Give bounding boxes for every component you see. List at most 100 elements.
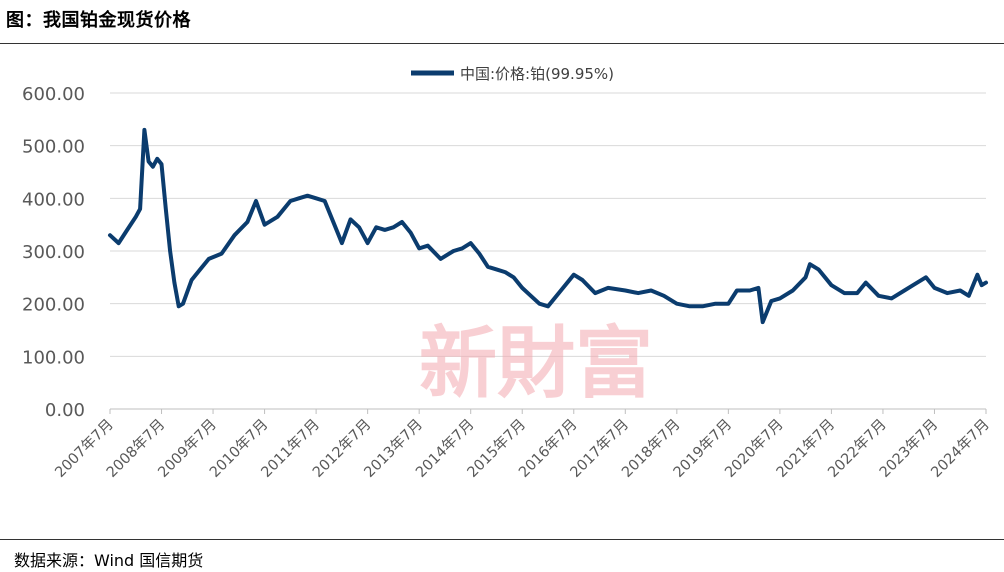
data-point (808, 262, 812, 266)
data-point (374, 225, 378, 229)
data-point (829, 283, 834, 287)
data-point (366, 241, 370, 245)
data-point (529, 294, 533, 298)
data-point (975, 273, 980, 277)
data-point (559, 288, 563, 293)
data-point (606, 286, 610, 290)
data-point (967, 294, 971, 298)
data-point (932, 286, 937, 290)
data-point (348, 217, 353, 221)
data-point (649, 288, 653, 293)
y-tick-label: 400.00 (22, 189, 85, 210)
data-point (426, 244, 430, 248)
y-tick-label: 200.00 (22, 295, 85, 316)
data-point (323, 199, 327, 203)
x-axis-ticks: 2007年7月2008年7月2009年7月2010年7月2011年7月2012年… (52, 409, 993, 481)
y-tick-label: 0.00 (45, 400, 85, 421)
data-point (383, 228, 387, 232)
data-point (945, 291, 950, 295)
data-point (958, 288, 962, 293)
data-point (984, 281, 988, 285)
data-point (701, 304, 705, 308)
data-point (451, 249, 456, 253)
data-point (245, 220, 249, 224)
data-point (439, 257, 443, 261)
data-point (593, 291, 597, 295)
data-point (181, 302, 185, 306)
data-point (855, 291, 859, 295)
data-point (889, 296, 894, 300)
data-point (305, 194, 310, 198)
data-point (735, 288, 739, 293)
data-point (546, 304, 550, 308)
data-point (804, 275, 808, 279)
data-point (503, 270, 507, 274)
series-layer (108, 127, 988, 325)
data-point (924, 275, 928, 279)
data-point (155, 157, 159, 161)
data-point (520, 286, 524, 290)
legend-label: 中国:价格:铂(99.95%) (460, 65, 614, 83)
data-point (147, 159, 151, 164)
gridlines (110, 92, 986, 357)
data-point (220, 252, 224, 256)
data-point (417, 246, 421, 250)
data-point (275, 215, 280, 219)
data-point (980, 283, 984, 287)
y-tick-label: 300.00 (22, 242, 85, 263)
data-point (791, 288, 795, 293)
data-point (288, 199, 292, 203)
data-point (636, 291, 640, 295)
data-point (537, 302, 542, 306)
data-point (911, 283, 915, 287)
y-axis-ticks: 600.00 500.00 400.00 300.00 200.00 100.00 0.00 (22, 84, 85, 421)
watermark: 新財富 (419, 318, 653, 409)
data-point (198, 267, 202, 271)
data-point (511, 275, 516, 279)
data-point (842, 291, 846, 295)
data-point (688, 304, 692, 308)
data-point (254, 199, 258, 203)
data-point (159, 162, 164, 166)
data-point (816, 267, 821, 271)
data-point (409, 231, 413, 235)
data-point (177, 304, 181, 308)
data-point (572, 273, 576, 277)
y-tick-label: 100.00 (22, 347, 85, 368)
data-point (460, 246, 464, 250)
data-point (675, 302, 679, 306)
data-point (357, 225, 361, 229)
y-tick-label: 600.00 (22, 84, 85, 105)
data-point (232, 233, 237, 237)
data-point (623, 288, 627, 293)
data-point (207, 257, 211, 261)
data-point (168, 249, 172, 253)
data-point (580, 278, 585, 282)
data-point (117, 241, 121, 245)
source-note: 数据来源：Wind 国信期货 (14, 551, 204, 570)
legend: 中国:价格:铂(99.95%) (411, 65, 614, 83)
data-point (151, 165, 155, 169)
data-point (400, 220, 404, 224)
data-point (477, 252, 481, 256)
data-point (190, 278, 194, 282)
y-tick-label: 500.00 (22, 137, 85, 158)
data-point (726, 302, 731, 306)
data-point (314, 196, 318, 200)
data-point (877, 294, 881, 298)
data-point (778, 296, 782, 300)
data-point (142, 128, 146, 132)
data-point (263, 223, 267, 227)
data-point (172, 281, 176, 285)
data-point (138, 207, 142, 211)
data-point (662, 294, 666, 298)
chart-title: 图：我国铂金现货价格 (6, 10, 191, 31)
footer-divider (0, 539, 1004, 540)
data-point (761, 320, 765, 324)
data-point (297, 196, 301, 200)
data-point (713, 302, 718, 306)
data-point (494, 267, 499, 271)
header-divider (0, 43, 1004, 44)
series-line-platinum-price (108, 127, 988, 325)
data-point (108, 233, 112, 237)
